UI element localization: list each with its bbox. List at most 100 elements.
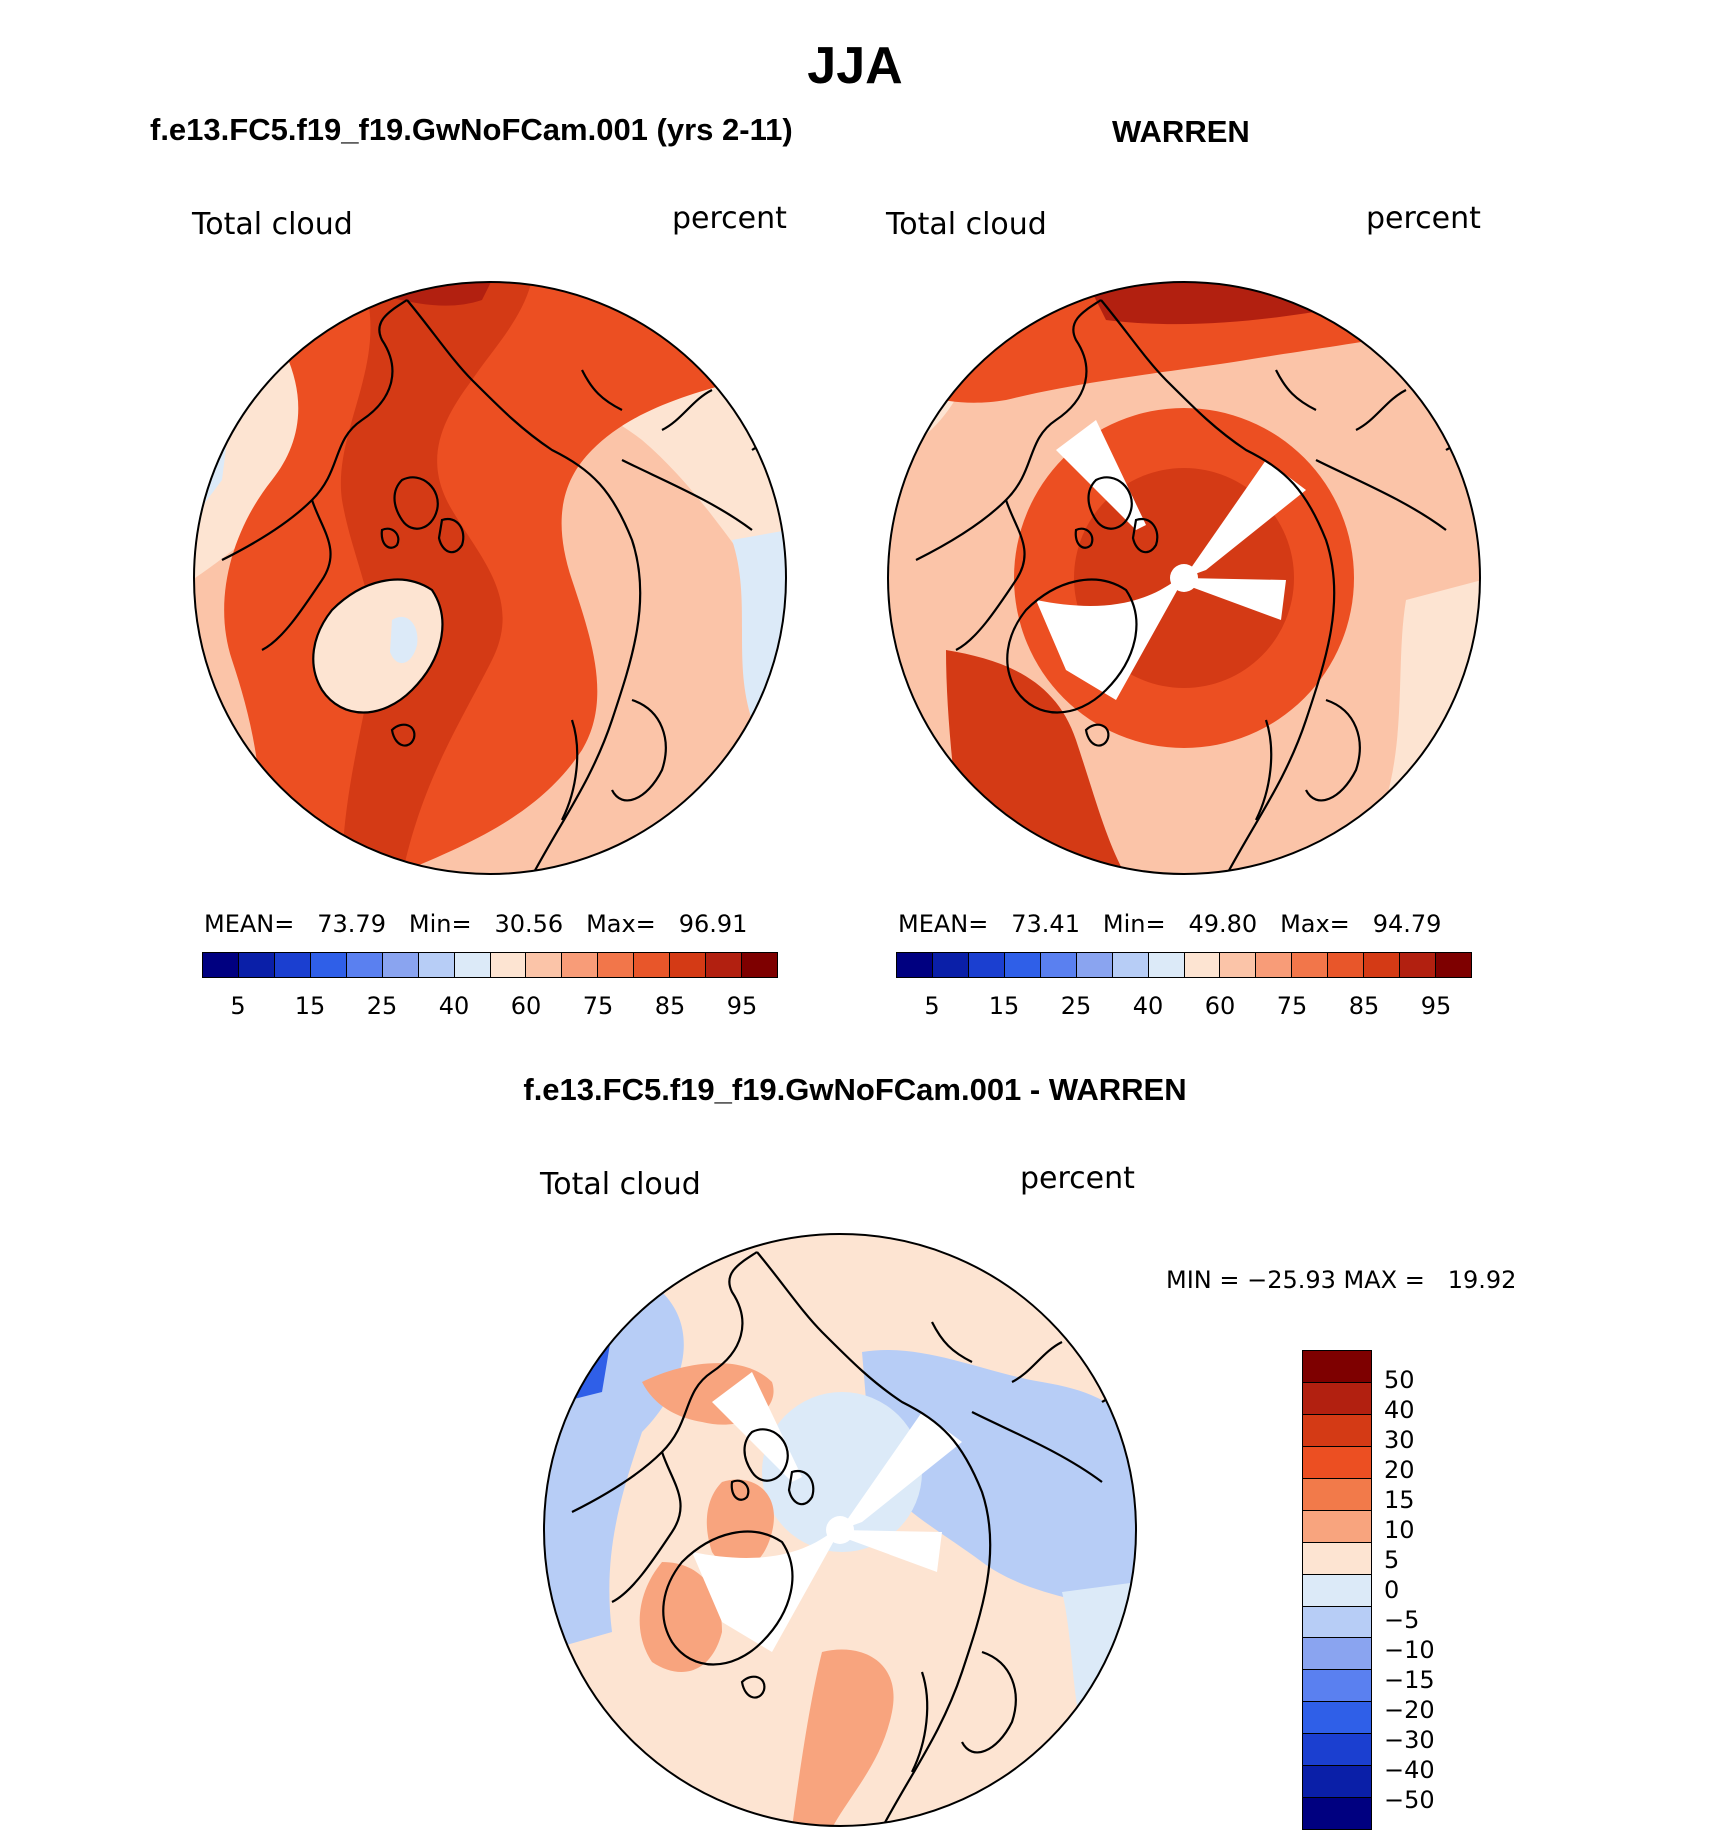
colorbar-tick-label: 40: [438, 992, 470, 1020]
diff-missing-pole: [826, 1516, 854, 1544]
colorbar-cell: [1303, 1574, 1371, 1607]
colorbar-tick-label: 75: [1276, 992, 1308, 1020]
colorbar-cell: [1303, 1734, 1371, 1767]
colorbar-tick-label: 10: [1384, 1516, 1415, 1544]
colorbar-cell: [1303, 1702, 1371, 1735]
colorbar-cell: [1400, 953, 1437, 977]
diff-atlantic-positive: [792, 1649, 894, 1826]
colorbar-cell: [1220, 953, 1257, 977]
diff-stats: MIN = −25.93 MAX = 19.92: [1166, 1266, 1517, 1294]
colorbar-cell: [238, 953, 275, 977]
obs-missing-wedge-2: [1184, 460, 1306, 578]
obs-max-label: Max=: [1280, 910, 1350, 938]
colorbar-cell: [454, 953, 491, 977]
model-min-value: 30.56: [494, 910, 564, 938]
colorbar-cell: [490, 953, 527, 977]
diff-polar-map: [543, 1233, 1137, 1827]
colorbar-tick-label: 85: [654, 992, 686, 1020]
model-colorbar-ticks: 5 15 25 40 60 75 85 95: [202, 992, 778, 1022]
model-greenland-min: [390, 616, 418, 664]
colorbar-cell: [1303, 1798, 1371, 1830]
model-max-label: Max=: [586, 910, 656, 938]
colorbar-tick-label: 15: [1384, 1486, 1415, 1514]
colorbar-cell: [1292, 953, 1329, 977]
model-stats: MEAN= 73.79 Min= 30.56 Max= 96.91: [204, 910, 747, 938]
diff-variable-label: Total cloud: [540, 1167, 701, 1202]
colorbar-tick-label: 40: [1132, 992, 1164, 1020]
colorbar-cell: [526, 953, 563, 977]
colorbar-cell: [598, 953, 635, 977]
obs-mean-value: 73.41: [1011, 910, 1080, 938]
obs-missing-pole: [1170, 564, 1198, 592]
obs-min-value: 49.80: [1188, 910, 1258, 938]
diff-missing-wedge-1: [712, 1372, 802, 1482]
model-field-very-high: [340, 282, 532, 874]
diff-colorbar: [1302, 1350, 1372, 1830]
colorbar-cell: [1303, 1351, 1371, 1383]
colorbar-tick-label: 15: [294, 992, 326, 1020]
diff-map-border: [543, 1233, 1137, 1827]
model-map-border: [193, 281, 787, 875]
colorbar-tick-label: 5: [1384, 1546, 1400, 1574]
colorbar-tick-label: 25: [366, 992, 398, 1020]
colorbar-cell: [1436, 953, 1471, 977]
diff-missing-wedge-2: [840, 1412, 962, 1530]
model-panel-title: f.e13.FC5.f19_f19.GwNoFCam.001 (yrs 2-11…: [150, 112, 793, 147]
model-coastlines: [221, 299, 783, 874]
colorbar-tick-label: 5: [230, 992, 246, 1020]
obs-panel-title: WARREN: [1112, 114, 1250, 149]
obs-colorbar-ticks: 5 15 25 40 60 75 85 95: [896, 992, 1472, 1022]
model-variable-label: Total cloud: [192, 207, 353, 242]
diff-missing-wedge-4: [692, 1530, 840, 1652]
colorbar-tick-label: 40: [1384, 1396, 1415, 1424]
obs-variable-label: Total cloud: [886, 207, 1047, 242]
obs-min-label: Min=: [1102, 910, 1166, 938]
colorbar-cell: [1076, 953, 1113, 977]
colorbar-cell: [346, 953, 383, 977]
obs-stats: MEAN= 73.41 Min= 49.80 Max= 94.79: [898, 910, 1441, 938]
colorbar-cell: [1303, 1542, 1371, 1575]
colorbar-tick-label: 5: [924, 992, 940, 1020]
obs-max-value: 94.79: [1372, 910, 1442, 938]
colorbar-cell: [706, 953, 743, 977]
colorbar-tick-label: 60: [1204, 992, 1236, 1020]
model-colorbar: [202, 952, 778, 978]
colorbar-tick-label: 85: [1348, 992, 1380, 1020]
diff-canada-positive: [639, 1562, 722, 1672]
figure-title: JJA: [807, 37, 903, 95]
colorbar-tick-label: 15: [988, 992, 1020, 1020]
colorbar-cell: [203, 953, 239, 977]
obs-europe-low: [1426, 720, 1480, 840]
colorbar-cell: [1328, 953, 1365, 977]
colorbar-tick-label: −10: [1384, 1636, 1435, 1664]
diff-arctic-light-negative: [762, 1392, 922, 1552]
colorbar-tick-label: 30: [1384, 1426, 1415, 1454]
colorbar-tick-label: 60: [510, 992, 542, 1020]
colorbar-tick-label: −50: [1384, 1786, 1435, 1814]
diff-units-label: percent: [1020, 1161, 1135, 1196]
colorbar-cell: [1004, 953, 1041, 977]
colorbar-cell: [1303, 1638, 1371, 1671]
model-greenland-low: [313, 579, 443, 713]
colorbar-tick-label: −40: [1384, 1756, 1435, 1784]
colorbar-cell: [670, 953, 707, 977]
colorbar-cell: [1303, 1414, 1371, 1447]
diff-archipelago-positive: [706, 1479, 774, 1570]
colorbar-cell: [1303, 1510, 1371, 1543]
model-mean-label: MEAN=: [204, 910, 295, 938]
colorbar-cell: [1256, 953, 1293, 977]
colorbar-cell: [1303, 1478, 1371, 1511]
colorbar-cell: [968, 953, 1005, 977]
colorbar-tick-label: 0: [1384, 1576, 1400, 1604]
obs-missing-wedge-4: [1036, 578, 1184, 700]
colorbar-cell: [274, 953, 311, 977]
obs-mean-label: MEAN=: [898, 910, 989, 938]
diff-colorbar-ticks: 50 40 30 20 15 10 5 0 −5 −10 −15 −20 −30 −40 −50: [1384, 1350, 1484, 1830]
obs-missing-wedge-3: [1184, 578, 1286, 620]
diff-eurasia-negative: [862, 1349, 1136, 1612]
colorbar-cell: [562, 953, 599, 977]
diff-panel-title: f.e13.FC5.f19_f19.GwNoFCam.001 - WARREN: [523, 1072, 1187, 1107]
colorbar-cell: [1303, 1446, 1371, 1479]
obs-coastlines: [915, 299, 1477, 874]
colorbar-cell: [1303, 1606, 1371, 1639]
